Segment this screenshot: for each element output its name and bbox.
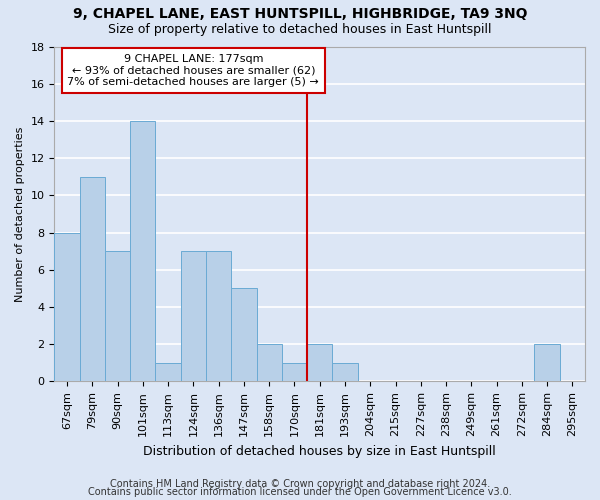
Bar (130, 121, 155, 382)
Text: 9, CHAPEL LANE, EAST HUNTSPILL, HIGHBRIDGE, TA9 3NQ: 9, CHAPEL LANE, EAST HUNTSPILL, HIGHBRID… (73, 8, 527, 22)
Y-axis label: Number of detached properties: Number of detached properties (15, 126, 25, 302)
Bar (105, 251, 130, 382)
Bar (80, 176, 105, 382)
Bar (231, 288, 257, 382)
Bar (206, 251, 231, 382)
Text: Size of property relative to detached houses in East Huntspill: Size of property relative to detached ho… (108, 22, 492, 36)
Bar (282, 362, 307, 382)
Bar (155, 362, 181, 382)
Text: Contains public sector information licensed under the Open Government Licence v3: Contains public sector information licen… (88, 487, 512, 497)
Bar (55, 232, 80, 382)
Text: 9 CHAPEL LANE: 177sqm
← 93% of detached houses are smaller (62)
7% of semi-detac: 9 CHAPEL LANE: 177sqm ← 93% of detached … (67, 54, 319, 87)
Bar (257, 344, 282, 382)
Bar (535, 344, 560, 382)
Text: Contains HM Land Registry data © Crown copyright and database right 2024.: Contains HM Land Registry data © Crown c… (110, 479, 490, 489)
Bar (332, 362, 358, 382)
Bar (181, 251, 206, 382)
X-axis label: Distribution of detached houses by size in East Huntspill: Distribution of detached houses by size … (143, 444, 496, 458)
Bar (307, 344, 332, 382)
